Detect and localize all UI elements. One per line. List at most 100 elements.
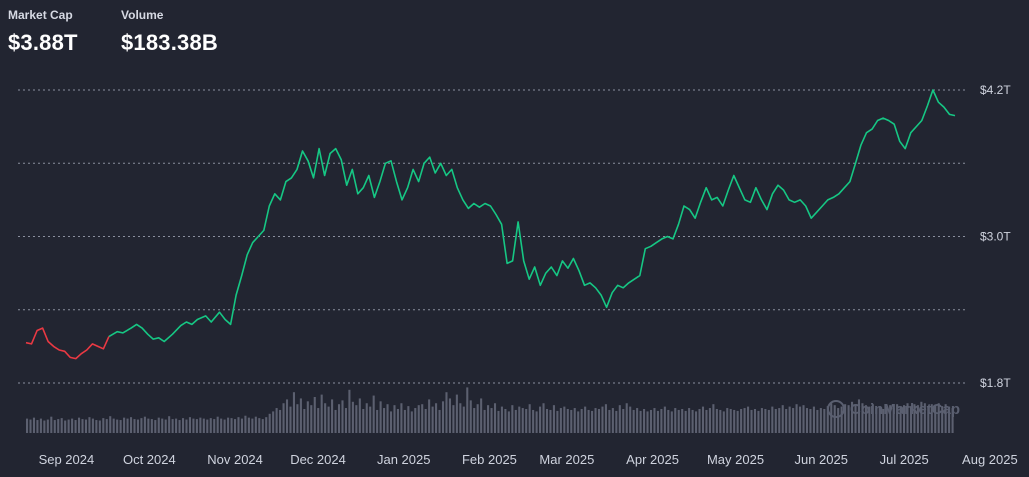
volume-bar bbox=[29, 419, 32, 433]
volume-bar bbox=[584, 406, 587, 433]
volume-bar bbox=[511, 405, 514, 433]
volume-bar bbox=[161, 418, 164, 433]
volume-value: $183.38B bbox=[121, 30, 219, 55]
volume-bar bbox=[154, 420, 157, 433]
volume-bar bbox=[594, 408, 597, 433]
volume-bar bbox=[774, 409, 777, 433]
volume-bar bbox=[268, 413, 271, 433]
y-tick-label: $4.2T bbox=[980, 83, 1011, 97]
volume-bar bbox=[656, 410, 659, 433]
volume-bar bbox=[119, 420, 122, 433]
volume-bar bbox=[303, 409, 306, 433]
volume-bar bbox=[279, 409, 282, 433]
volume-bar bbox=[549, 409, 552, 433]
x-tick-label: Sep 2024 bbox=[39, 452, 95, 467]
x-tick-label: Feb 2025 bbox=[462, 452, 517, 467]
y-tick-label: $3.0T bbox=[980, 230, 1011, 244]
volume-bar bbox=[324, 403, 327, 433]
volume-bar bbox=[64, 420, 67, 433]
volume-bar bbox=[792, 408, 795, 433]
volume-bar bbox=[885, 406, 888, 433]
volume-bar bbox=[663, 406, 666, 433]
volume-bar bbox=[337, 404, 341, 433]
volume-bar bbox=[164, 419, 167, 433]
volume-bar bbox=[941, 406, 944, 433]
volume-bar bbox=[39, 418, 42, 433]
volume-bar bbox=[88, 417, 91, 433]
volume-bar bbox=[622, 409, 625, 433]
volume-bar bbox=[882, 409, 885, 433]
volume-bar bbox=[500, 406, 503, 433]
volume-bar bbox=[889, 405, 892, 433]
price-line bbox=[25, 89, 956, 360]
volume-bar bbox=[708, 408, 711, 433]
volume-bar bbox=[209, 418, 212, 433]
volume-bar bbox=[254, 416, 257, 433]
volume-bar bbox=[313, 397, 316, 433]
market-cap-stat: Market Cap $3.88T bbox=[8, 8, 78, 56]
volume-bar bbox=[608, 409, 611, 433]
market-cap-label: Market Cap bbox=[8, 8, 73, 22]
volume-bar bbox=[802, 405, 805, 433]
volume-bar bbox=[587, 409, 590, 433]
volume-bar bbox=[951, 408, 954, 433]
volume-bar bbox=[175, 418, 178, 433]
watermark-text: CoinMarketCap bbox=[850, 401, 960, 418]
volume-bar bbox=[109, 416, 112, 433]
volume-bar bbox=[833, 405, 836, 433]
volume-bar bbox=[847, 405, 850, 433]
volume-bar bbox=[147, 418, 150, 433]
volume-bar bbox=[98, 420, 101, 433]
volume-bar bbox=[681, 409, 684, 433]
volume-bar bbox=[677, 409, 680, 433]
volume-bar bbox=[719, 409, 722, 433]
volume-bar bbox=[289, 406, 292, 433]
volume-bar bbox=[785, 409, 788, 433]
volume-bar bbox=[591, 410, 594, 433]
volume-bar bbox=[431, 406, 434, 433]
volume-bar bbox=[476, 404, 479, 433]
watermark: CoinMarketCap bbox=[827, 400, 960, 418]
volume-bar bbox=[178, 420, 181, 433]
volume-bar bbox=[188, 417, 192, 433]
volume-bar bbox=[545, 409, 549, 433]
volume-bar bbox=[837, 408, 840, 433]
volume-bar bbox=[181, 418, 185, 433]
volume-bar bbox=[646, 411, 649, 433]
volume-bar bbox=[799, 406, 802, 433]
volume-bar bbox=[577, 411, 580, 433]
volume-bar bbox=[393, 405, 396, 433]
volume-bar bbox=[84, 419, 88, 433]
volume-bar bbox=[660, 409, 663, 433]
volume-bar bbox=[691, 409, 694, 433]
volume-bar bbox=[747, 406, 750, 433]
volume-bar bbox=[143, 416, 146, 433]
volume-bar bbox=[466, 387, 469, 433]
volume-bar bbox=[469, 400, 472, 433]
volume-bar bbox=[185, 419, 188, 433]
volume-bar bbox=[483, 409, 486, 433]
volume-bar bbox=[358, 398, 361, 433]
volume-bar bbox=[26, 418, 29, 433]
volume-bar bbox=[448, 398, 451, 433]
volume-bar bbox=[150, 419, 153, 433]
volume-bar bbox=[823, 409, 826, 433]
volume-bar bbox=[674, 408, 677, 433]
volume-bar bbox=[726, 408, 729, 433]
volume-bar bbox=[597, 409, 601, 433]
market-cap-value: $3.88T bbox=[8, 30, 78, 55]
volume-bar bbox=[407, 406, 410, 433]
volume-bar bbox=[868, 406, 871, 433]
volume-bar bbox=[227, 417, 230, 433]
x-tick-label: Jul 2025 bbox=[880, 452, 929, 467]
volume-bar bbox=[386, 404, 389, 433]
volume-bar bbox=[729, 409, 732, 433]
volume-bar bbox=[202, 418, 205, 433]
volume-bar bbox=[844, 404, 847, 433]
volume-bar bbox=[670, 411, 673, 433]
volume-bar bbox=[487, 405, 490, 433]
volume-bar bbox=[490, 408, 493, 433]
price-line-down bbox=[25, 327, 110, 360]
volume-bar bbox=[906, 403, 909, 433]
